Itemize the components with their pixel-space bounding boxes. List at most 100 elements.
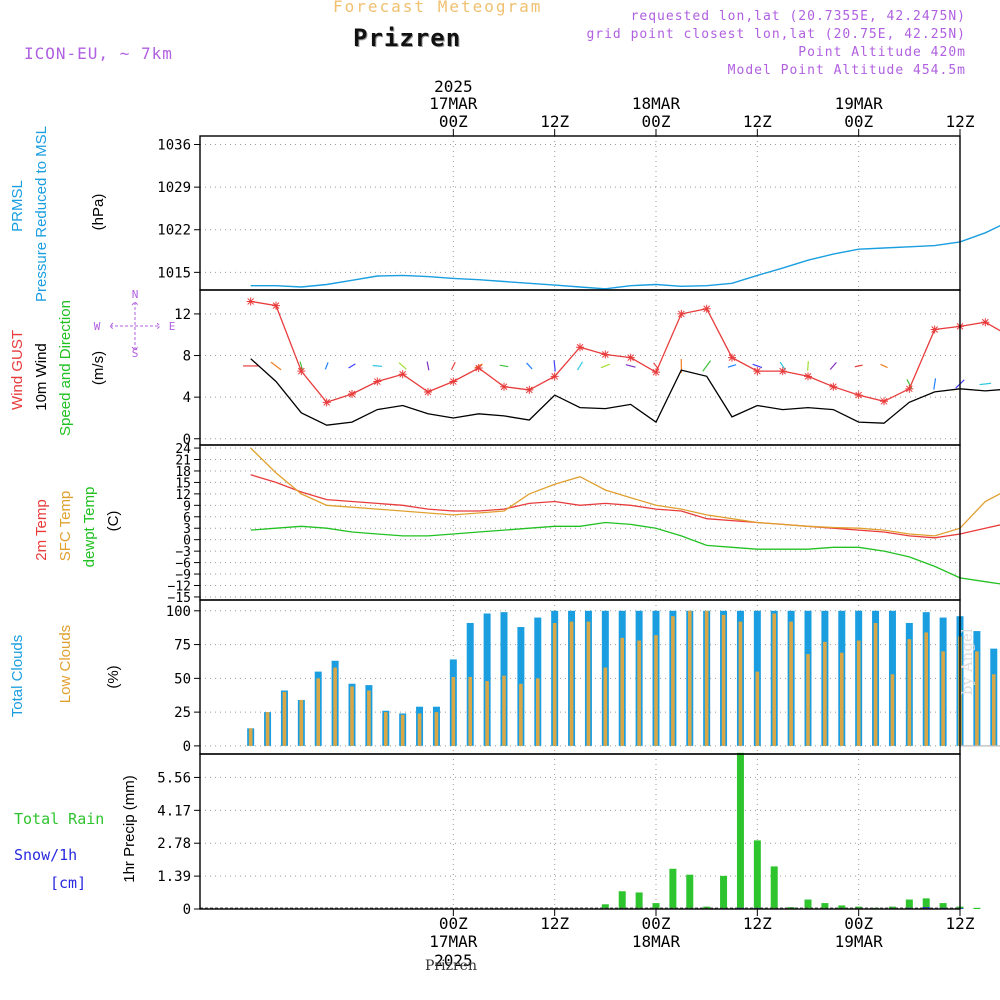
gust-point bbox=[930, 325, 939, 334]
gust-point bbox=[753, 367, 762, 376]
gust-point bbox=[829, 382, 838, 391]
low-cloud-bar bbox=[721, 614, 726, 746]
precip-panel-frame bbox=[199, 753, 961, 910]
top-hour-label: 12Z bbox=[540, 112, 569, 131]
y-tick-label: 75 bbox=[174, 638, 191, 654]
wind-direction-arrow bbox=[553, 360, 556, 372]
bottom-date-label: 18MAR bbox=[632, 932, 681, 951]
pressure-line bbox=[250, 224, 1000, 290]
gust-point bbox=[297, 367, 306, 376]
snow-legend: Snow/1h bbox=[14, 846, 77, 864]
gust-point bbox=[272, 301, 280, 310]
low-cloud-bar bbox=[806, 654, 810, 746]
y-tick-label: 2.78 bbox=[157, 836, 191, 852]
y-tick-label: −12 bbox=[168, 579, 191, 594]
low-cloud-bar bbox=[907, 639, 912, 746]
bottom-hour-label: 00Z bbox=[844, 914, 873, 933]
low-cloud-bar bbox=[552, 622, 557, 746]
low-cloud-bar bbox=[856, 640, 861, 746]
rain-bar bbox=[686, 874, 694, 909]
low-cloud-bar bbox=[772, 613, 777, 746]
rain-bar bbox=[804, 899, 812, 909]
low-cloud-bar bbox=[687, 610, 692, 746]
bottom-date-label: 17MAR bbox=[429, 932, 478, 951]
wind-direction-arrow bbox=[854, 364, 863, 368]
pressure-title-1: PRMSL bbox=[9, 180, 26, 232]
y-tick-label: −3 bbox=[175, 545, 191, 560]
low-cloud-bar bbox=[248, 728, 253, 746]
wind-direction-arrow bbox=[577, 361, 583, 371]
low-cloud-bar bbox=[451, 677, 456, 746]
gust-point bbox=[652, 368, 660, 377]
low-cloud-bar bbox=[671, 616, 675, 746]
compass-east: E bbox=[169, 320, 176, 333]
gust-point bbox=[373, 377, 382, 386]
labels-layer: 101510221029103604812−15−12−9−6−30369121… bbox=[9, 77, 975, 970]
low-cloud-bar bbox=[823, 641, 827, 746]
wind-direction-arrow bbox=[526, 362, 533, 370]
bottom-hour-label: 12Z bbox=[743, 914, 772, 933]
rain-legend: Total Rain bbox=[14, 810, 104, 828]
top-hour-label: 00Z bbox=[642, 112, 671, 131]
wind-direction-arrow bbox=[779, 361, 786, 371]
sfc-line bbox=[250, 447, 1000, 537]
gust-point bbox=[398, 370, 407, 379]
gust-point bbox=[702, 304, 711, 313]
low-cloud-bar bbox=[502, 675, 506, 746]
station-title: Prizren bbox=[353, 24, 462, 52]
rain-bar bbox=[973, 907, 981, 909]
gust-point bbox=[246, 297, 255, 306]
gust-point bbox=[500, 382, 508, 391]
rain-bar bbox=[669, 868, 677, 909]
top-year-label: 2025 bbox=[434, 77, 473, 96]
low-cloud-bar bbox=[839, 652, 844, 746]
total-cloud-title: Total Clouds bbox=[9, 635, 26, 718]
gust-title: Wind GUST bbox=[9, 330, 26, 410]
y-tick-label: 1022 bbox=[157, 223, 191, 239]
y-tick-label: 1015 bbox=[157, 265, 191, 281]
wind-direction-arrow bbox=[727, 364, 737, 368]
low-cloud-bar bbox=[299, 699, 304, 746]
y-tick-label: 0 bbox=[183, 534, 191, 549]
bottom-hour-label: 00Z bbox=[642, 914, 671, 933]
y-tick-label: 9 bbox=[183, 499, 191, 514]
wind-direction-arrow bbox=[625, 364, 636, 368]
rain-bar bbox=[753, 840, 761, 909]
compass-north: N bbox=[132, 288, 139, 301]
wind-direction-arrow bbox=[933, 378, 937, 390]
low-cloud-bar bbox=[586, 621, 591, 746]
gust-point bbox=[525, 385, 534, 394]
y-tick-label: 21 bbox=[175, 454, 191, 469]
wind-direction-arrow bbox=[807, 361, 809, 371]
wind-direction-arrow bbox=[752, 363, 763, 369]
y-tick-label: −9 bbox=[175, 568, 191, 583]
compass-south: S bbox=[132, 347, 139, 360]
y-tick-label: −15 bbox=[168, 591, 191, 606]
wind-direction-arrow bbox=[270, 361, 282, 371]
low-cloud-bar bbox=[265, 712, 270, 746]
low-cloud-bar bbox=[468, 677, 473, 746]
low-cloud-bar bbox=[637, 640, 641, 746]
gust-point bbox=[880, 397, 888, 406]
wind-title: 10m Wind bbox=[33, 343, 50, 411]
y-tick-label: 3 bbox=[183, 522, 191, 537]
model-altitude: Model Point Altitude 454.5m bbox=[727, 63, 966, 78]
gust-point bbox=[550, 372, 559, 381]
low-cloud-bar bbox=[991, 674, 996, 746]
gust-point bbox=[905, 384, 914, 393]
wind-direction-arrow bbox=[324, 362, 329, 370]
gust-point bbox=[601, 350, 610, 359]
gust-point bbox=[474, 364, 483, 373]
wind-direction-arrow bbox=[600, 363, 610, 369]
t2m-title: 2m Temp bbox=[33, 499, 50, 560]
y-tick-label: 12 bbox=[175, 488, 191, 503]
snow-unit-legend: [cm] bbox=[50, 874, 86, 892]
rain-bar bbox=[618, 891, 626, 909]
low-cloud-bar bbox=[316, 678, 321, 746]
top-date-label: 19MAR bbox=[835, 94, 884, 113]
dewpt-line bbox=[250, 521, 1000, 585]
wind-direction-arrow bbox=[702, 360, 712, 372]
sfc-title: SFC Temp bbox=[57, 491, 74, 562]
gust-point bbox=[626, 353, 635, 362]
top-hour-label: 00Z bbox=[844, 112, 873, 131]
